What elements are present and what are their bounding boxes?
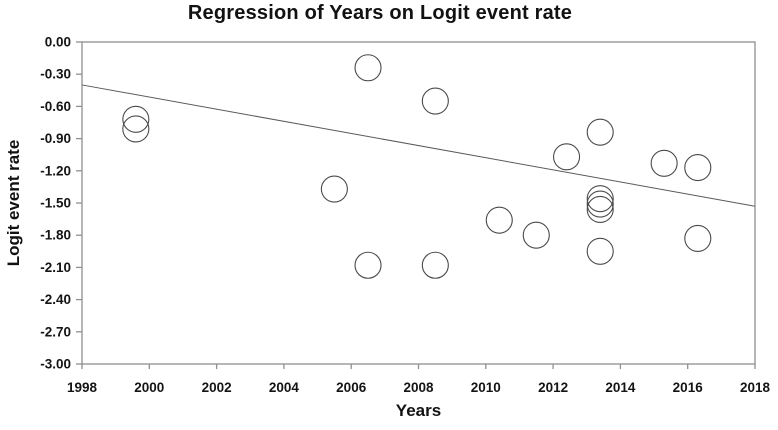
y-tick-label: 0.00: [45, 35, 71, 50]
y-tick-label: -0.30: [40, 67, 71, 82]
x-tick-label: 2016: [673, 380, 704, 395]
data-point: [122, 115, 150, 143]
x-tick-label: 2018: [740, 380, 771, 395]
regression-line: [81, 84, 756, 207]
x-tick-label: 2014: [605, 380, 636, 395]
y-tick-label: -2.40: [40, 292, 71, 307]
data-point: [586, 118, 614, 146]
data-point: [485, 206, 513, 234]
x-tick-label: 2004: [269, 380, 300, 395]
y-tick-label: -0.90: [40, 131, 71, 146]
data-point: [122, 105, 150, 133]
x-tick-label: 2002: [202, 380, 232, 395]
chart-title: Regression of Years on Logit event rate: [187, 2, 573, 24]
data-point: [586, 237, 614, 265]
data-point: [522, 221, 550, 249]
x-tick-label: 2010: [471, 380, 501, 395]
x-tick-label: 2000: [134, 380, 164, 395]
x-tick-label: 1998: [67, 380, 98, 395]
data-point: [421, 251, 449, 279]
x-axis-title: Years: [395, 401, 442, 420]
data-point: [650, 149, 678, 177]
y-tick-label: -3.00: [40, 357, 71, 372]
data-point: [586, 185, 614, 213]
data-point: [354, 54, 382, 82]
data-point: [586, 190, 614, 218]
x-tick-label: 2012: [538, 380, 568, 395]
y-tick-label: -1.20: [40, 163, 71, 178]
data-point: [354, 251, 382, 279]
y-tick-label: -2.70: [40, 324, 71, 339]
data-point: [553, 143, 581, 171]
y-tick-label: -1.50: [40, 196, 71, 211]
data-point: [320, 175, 348, 203]
data-point: [684, 224, 712, 252]
data-point: [684, 154, 712, 182]
data-point: [586, 195, 614, 223]
y-tick-label: -0.60: [40, 99, 71, 114]
y-tick-label: -1.80: [40, 228, 71, 243]
x-tick-label: 2008: [403, 380, 434, 395]
data-point: [421, 87, 449, 115]
plot-frame: [81, 41, 756, 365]
y-tick-label: -2.10: [40, 260, 71, 275]
x-tick-label: 2006: [336, 380, 367, 395]
